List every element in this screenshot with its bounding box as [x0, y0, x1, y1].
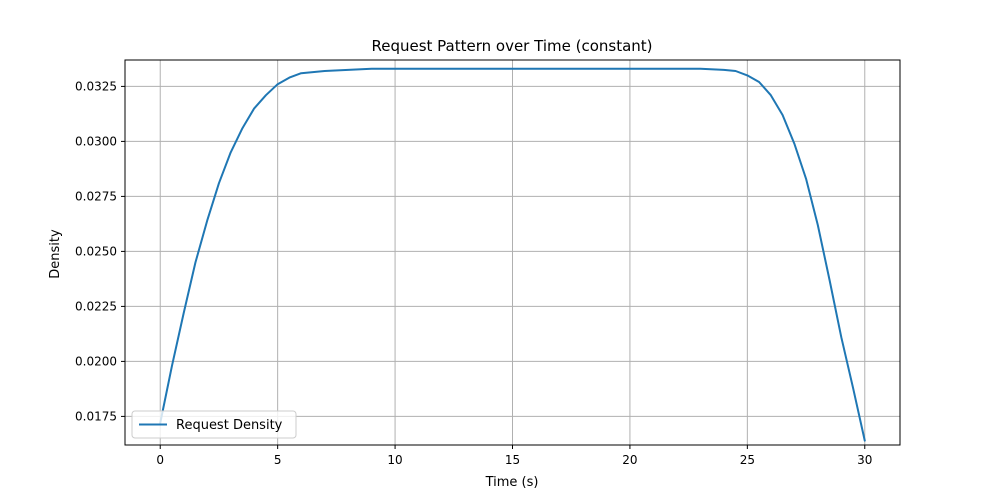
- chart-title: Request Pattern over Time (constant): [371, 37, 652, 55]
- x-axis-label: Time (s): [485, 475, 539, 490]
- x-tick-label: 20: [622, 453, 637, 467]
- y-tick-label: 0.0325: [75, 79, 117, 93]
- y-tick-label: 0.0250: [75, 244, 117, 258]
- series-layer: [159, 67, 866, 442]
- legend: Request Density: [131, 410, 297, 439]
- legend-label-request-density: Request Density: [176, 418, 283, 433]
- x-tick-label: 5: [274, 453, 282, 467]
- y-tick-label: 0.0300: [75, 134, 117, 148]
- legend-box: [131, 410, 297, 439]
- y-tick-label: 0.0275: [75, 189, 117, 203]
- ticks: 0 5 10 15 20 25 30 0.0175 0.0200 0.0225 0.0250 0.02…: [75, 79, 872, 467]
- y-tick-label: 0.0175: [75, 409, 117, 423]
- x-tick-label: 30: [857, 453, 872, 467]
- y-axis-label: Density: [48, 229, 63, 279]
- y-tick-label: 0.0225: [75, 299, 117, 313]
- grid: [125, 60, 900, 445]
- y-tick-label: 0.0200: [75, 354, 117, 368]
- x-tick-label: 10: [387, 453, 402, 467]
- x-tick-label: 25: [740, 453, 755, 467]
- x-tick-label: 15: [505, 453, 520, 467]
- series-line-request-density: [159, 67, 866, 442]
- x-tick-label: 0: [156, 453, 164, 467]
